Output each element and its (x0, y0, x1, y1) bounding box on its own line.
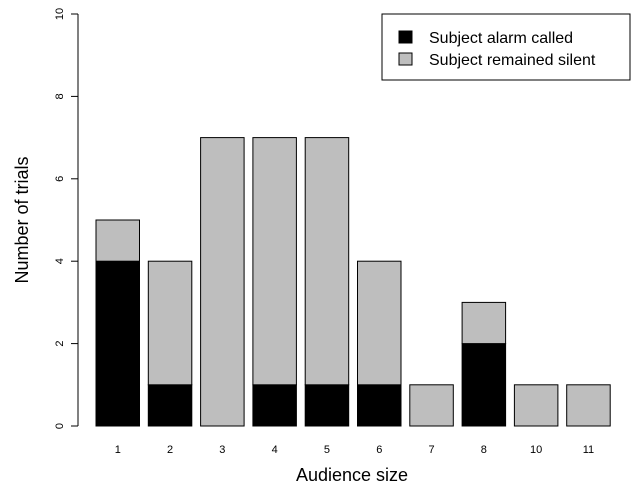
y-tick-label: 2 (54, 341, 66, 347)
x-axis-title: Audience size (296, 465, 408, 485)
legend-label: Subject remained silent (429, 52, 596, 69)
bar-7-silent (409, 384, 454, 427)
x-tick-label: 11 (583, 444, 594, 456)
y-tick-label: 4 (54, 258, 66, 264)
bar-1-alarm (95, 260, 140, 427)
y-tick-label: 0 (54, 423, 66, 429)
bar-8-silent (461, 301, 507, 345)
bar-5-silent (304, 137, 350, 386)
bar-2-silent (147, 260, 193, 386)
bar-1-silent (95, 219, 140, 262)
legend-box (381, 13, 631, 81)
bar-6-silent (357, 260, 402, 386)
y-axis-title: Number of trials (12, 156, 32, 283)
bar-8-alarm (461, 343, 507, 427)
bar-2-alarm (147, 384, 193, 427)
bar-4-alarm (252, 384, 297, 427)
legend-swatch (398, 52, 413, 66)
y-tick-label: 6 (54, 176, 66, 182)
bar-11-silent (566, 384, 611, 427)
bar-4-silent (252, 137, 297, 386)
bars-group (95, 137, 611, 427)
y-tick-label: 8 (54, 93, 66, 99)
x-tick-labels: 1 2 3 4 5 6 7 8 10 11 (115, 444, 594, 456)
x-tick-label: 3 (219, 444, 225, 456)
bar-3-silent (200, 137, 245, 427)
bar-6-alarm (357, 384, 402, 427)
legend: Subject alarm called Subject remained sil… (381, 13, 631, 81)
x-tick-label: 4 (272, 444, 278, 456)
bar-10-silent (513, 384, 559, 427)
x-tick-label: 5 (324, 444, 330, 456)
legend-label: Subject alarm called (429, 30, 573, 47)
x-tick-label: 1 (115, 444, 121, 456)
x-tick-label: 10 (530, 444, 542, 456)
x-tick-label: 8 (481, 444, 487, 456)
x-tick-label: 6 (376, 444, 382, 456)
y-tick-label: 10 (54, 8, 66, 20)
x-tick-label: 7 (428, 444, 434, 456)
bar-5-alarm (304, 384, 350, 427)
legend-swatch (398, 30, 413, 44)
y-axis: 0 2 4 6 8 10 (54, 8, 79, 429)
x-tick-label: 2 (167, 444, 173, 456)
